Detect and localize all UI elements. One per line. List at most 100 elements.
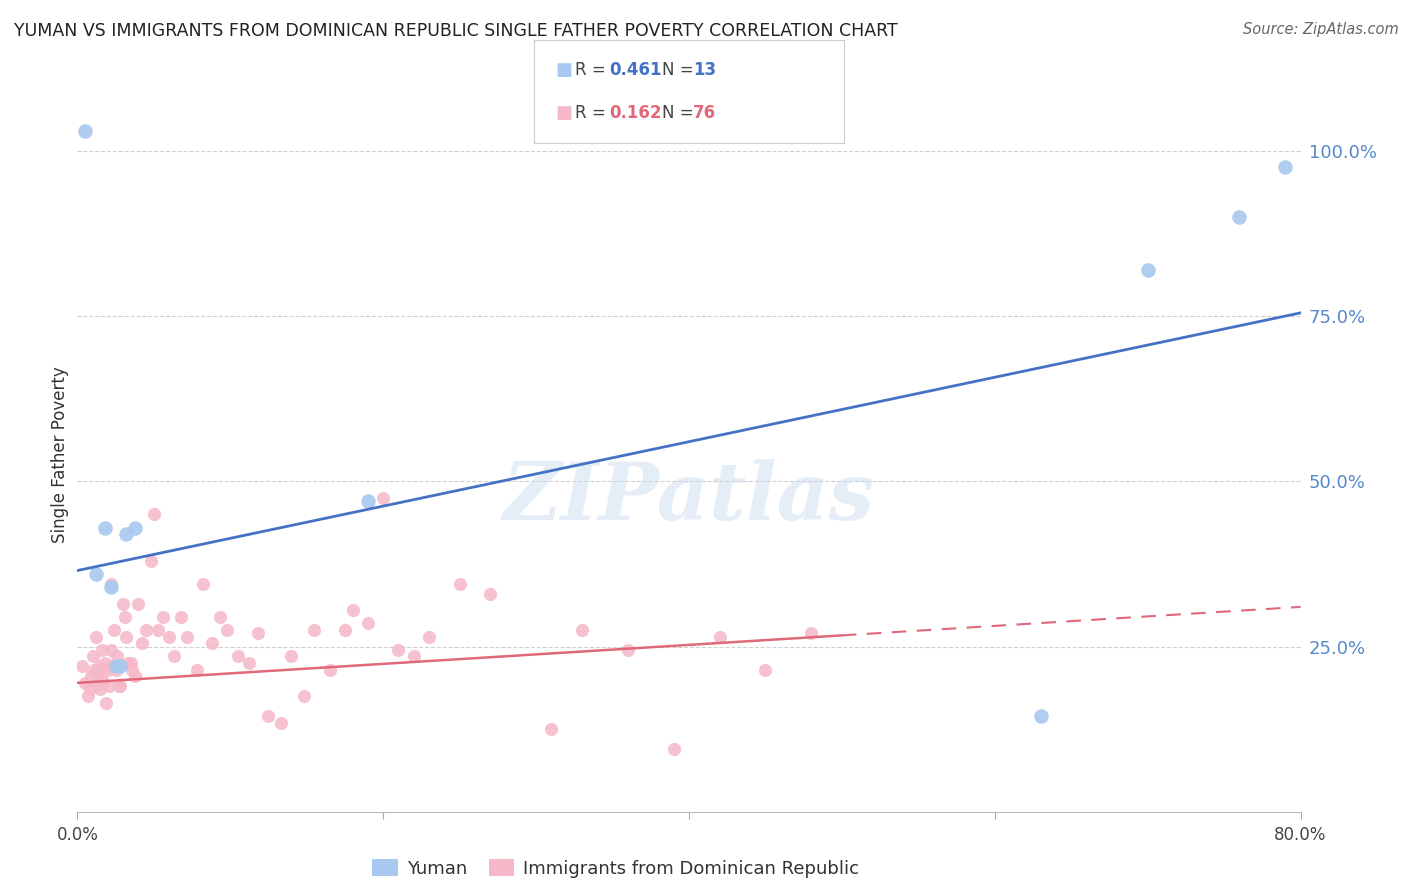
Point	[357, 494, 380, 508]
Point	[163, 649, 186, 664]
Point	[479, 587, 502, 601]
Point	[86, 676, 108, 690]
Point	[112, 597, 135, 611]
Point	[114, 609, 136, 624]
Point	[73, 676, 96, 690]
Point	[91, 676, 114, 690]
Y-axis label: Single Father Poverty: Single Father Poverty	[51, 367, 69, 543]
Point	[387, 643, 409, 657]
Point	[135, 623, 157, 637]
Point	[418, 630, 440, 644]
Point	[108, 659, 131, 673]
Point	[94, 656, 117, 670]
Point	[120, 656, 142, 670]
Point	[217, 623, 239, 637]
Point	[1029, 709, 1052, 723]
Text: 13: 13	[693, 61, 716, 78]
Point	[70, 659, 93, 673]
Point	[449, 576, 471, 591]
Point	[107, 679, 129, 693]
Text: R =: R =	[575, 104, 612, 122]
Point	[108, 679, 131, 693]
Point	[402, 649, 425, 664]
Point	[77, 689, 100, 703]
Point	[142, 508, 165, 522]
Point	[104, 659, 127, 673]
Point	[100, 643, 122, 657]
Point	[80, 669, 103, 683]
Point	[84, 566, 107, 581]
Point	[103, 623, 125, 637]
Point	[617, 643, 640, 657]
Point	[89, 682, 111, 697]
Text: YUMAN VS IMMIGRANTS FROM DOMINICAN REPUBLIC SINGLE FATHER POVERTY CORRELATION CH: YUMAN VS IMMIGRANTS FROM DOMINICAN REPUB…	[14, 22, 898, 40]
Point	[83, 663, 105, 677]
Point	[104, 663, 127, 677]
Point	[84, 630, 107, 644]
Point	[100, 580, 122, 594]
Point	[121, 663, 143, 677]
Point	[170, 609, 193, 624]
Point	[101, 659, 124, 673]
Point	[257, 709, 280, 723]
Point	[800, 626, 823, 640]
Text: 0.162: 0.162	[609, 104, 661, 122]
Point	[662, 742, 685, 756]
Point	[148, 623, 170, 637]
Point	[226, 649, 249, 664]
Text: ■: ■	[555, 104, 572, 122]
Point	[540, 722, 562, 736]
Point	[342, 603, 364, 617]
Text: 0.461: 0.461	[609, 61, 661, 78]
Point	[191, 576, 214, 591]
Legend: Yuman, Immigrants from Dominican Republic: Yuman, Immigrants from Dominican Republi…	[366, 852, 866, 885]
Point	[100, 576, 122, 591]
Point	[131, 636, 153, 650]
Point	[1274, 161, 1296, 175]
Point	[157, 630, 180, 644]
Text: Source: ZipAtlas.com: Source: ZipAtlas.com	[1243, 22, 1399, 37]
Point	[82, 649, 104, 664]
Point	[86, 663, 108, 677]
Text: R =: R =	[575, 61, 612, 78]
Point	[304, 623, 326, 637]
Point	[87, 663, 110, 677]
Point	[89, 659, 111, 673]
Point	[90, 673, 112, 687]
Text: N =: N =	[662, 61, 699, 78]
Point	[115, 630, 138, 644]
Point	[79, 682, 101, 697]
Point	[96, 696, 118, 710]
Point	[270, 715, 292, 730]
Point	[357, 616, 380, 631]
Point	[117, 656, 139, 670]
Text: ZIPatlas: ZIPatlas	[503, 459, 875, 536]
Point	[318, 663, 340, 677]
Point	[176, 630, 198, 644]
Point	[1229, 210, 1251, 224]
Point	[94, 520, 117, 534]
Point	[98, 679, 121, 693]
Point	[571, 623, 593, 637]
Point	[90, 643, 112, 657]
Text: 76: 76	[693, 104, 716, 122]
Point	[371, 491, 394, 505]
Point	[128, 597, 150, 611]
Point	[124, 669, 146, 683]
Text: N =: N =	[662, 104, 699, 122]
Point	[201, 636, 224, 650]
Point	[1136, 263, 1159, 277]
Point	[139, 554, 162, 568]
Point	[105, 649, 128, 664]
Point	[186, 663, 208, 677]
Text: ■: ■	[555, 61, 572, 78]
Point	[292, 689, 315, 703]
Point	[124, 520, 146, 534]
Point	[238, 656, 260, 670]
Point	[115, 527, 138, 541]
Point	[333, 623, 356, 637]
Point	[73, 124, 96, 138]
Point	[246, 626, 269, 640]
Point	[97, 663, 120, 677]
Point	[152, 609, 174, 624]
